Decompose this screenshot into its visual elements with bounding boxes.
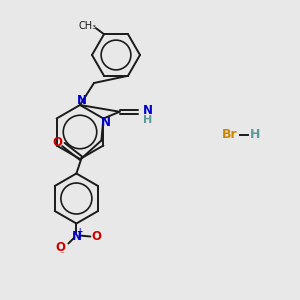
Text: O: O	[92, 230, 101, 243]
Text: H: H	[250, 128, 260, 142]
Text: H: H	[143, 115, 152, 125]
Text: N: N	[100, 116, 110, 129]
Text: Br: Br	[222, 128, 238, 142]
Text: CH₃: CH₃	[79, 21, 97, 31]
Text: +: +	[76, 227, 83, 236]
Text: N: N	[77, 94, 87, 107]
Text: N: N	[71, 230, 81, 243]
Text: ⁻: ⁻	[59, 250, 64, 259]
Text: N: N	[143, 104, 153, 117]
Text: O: O	[52, 136, 62, 149]
Text: O: O	[56, 241, 65, 254]
